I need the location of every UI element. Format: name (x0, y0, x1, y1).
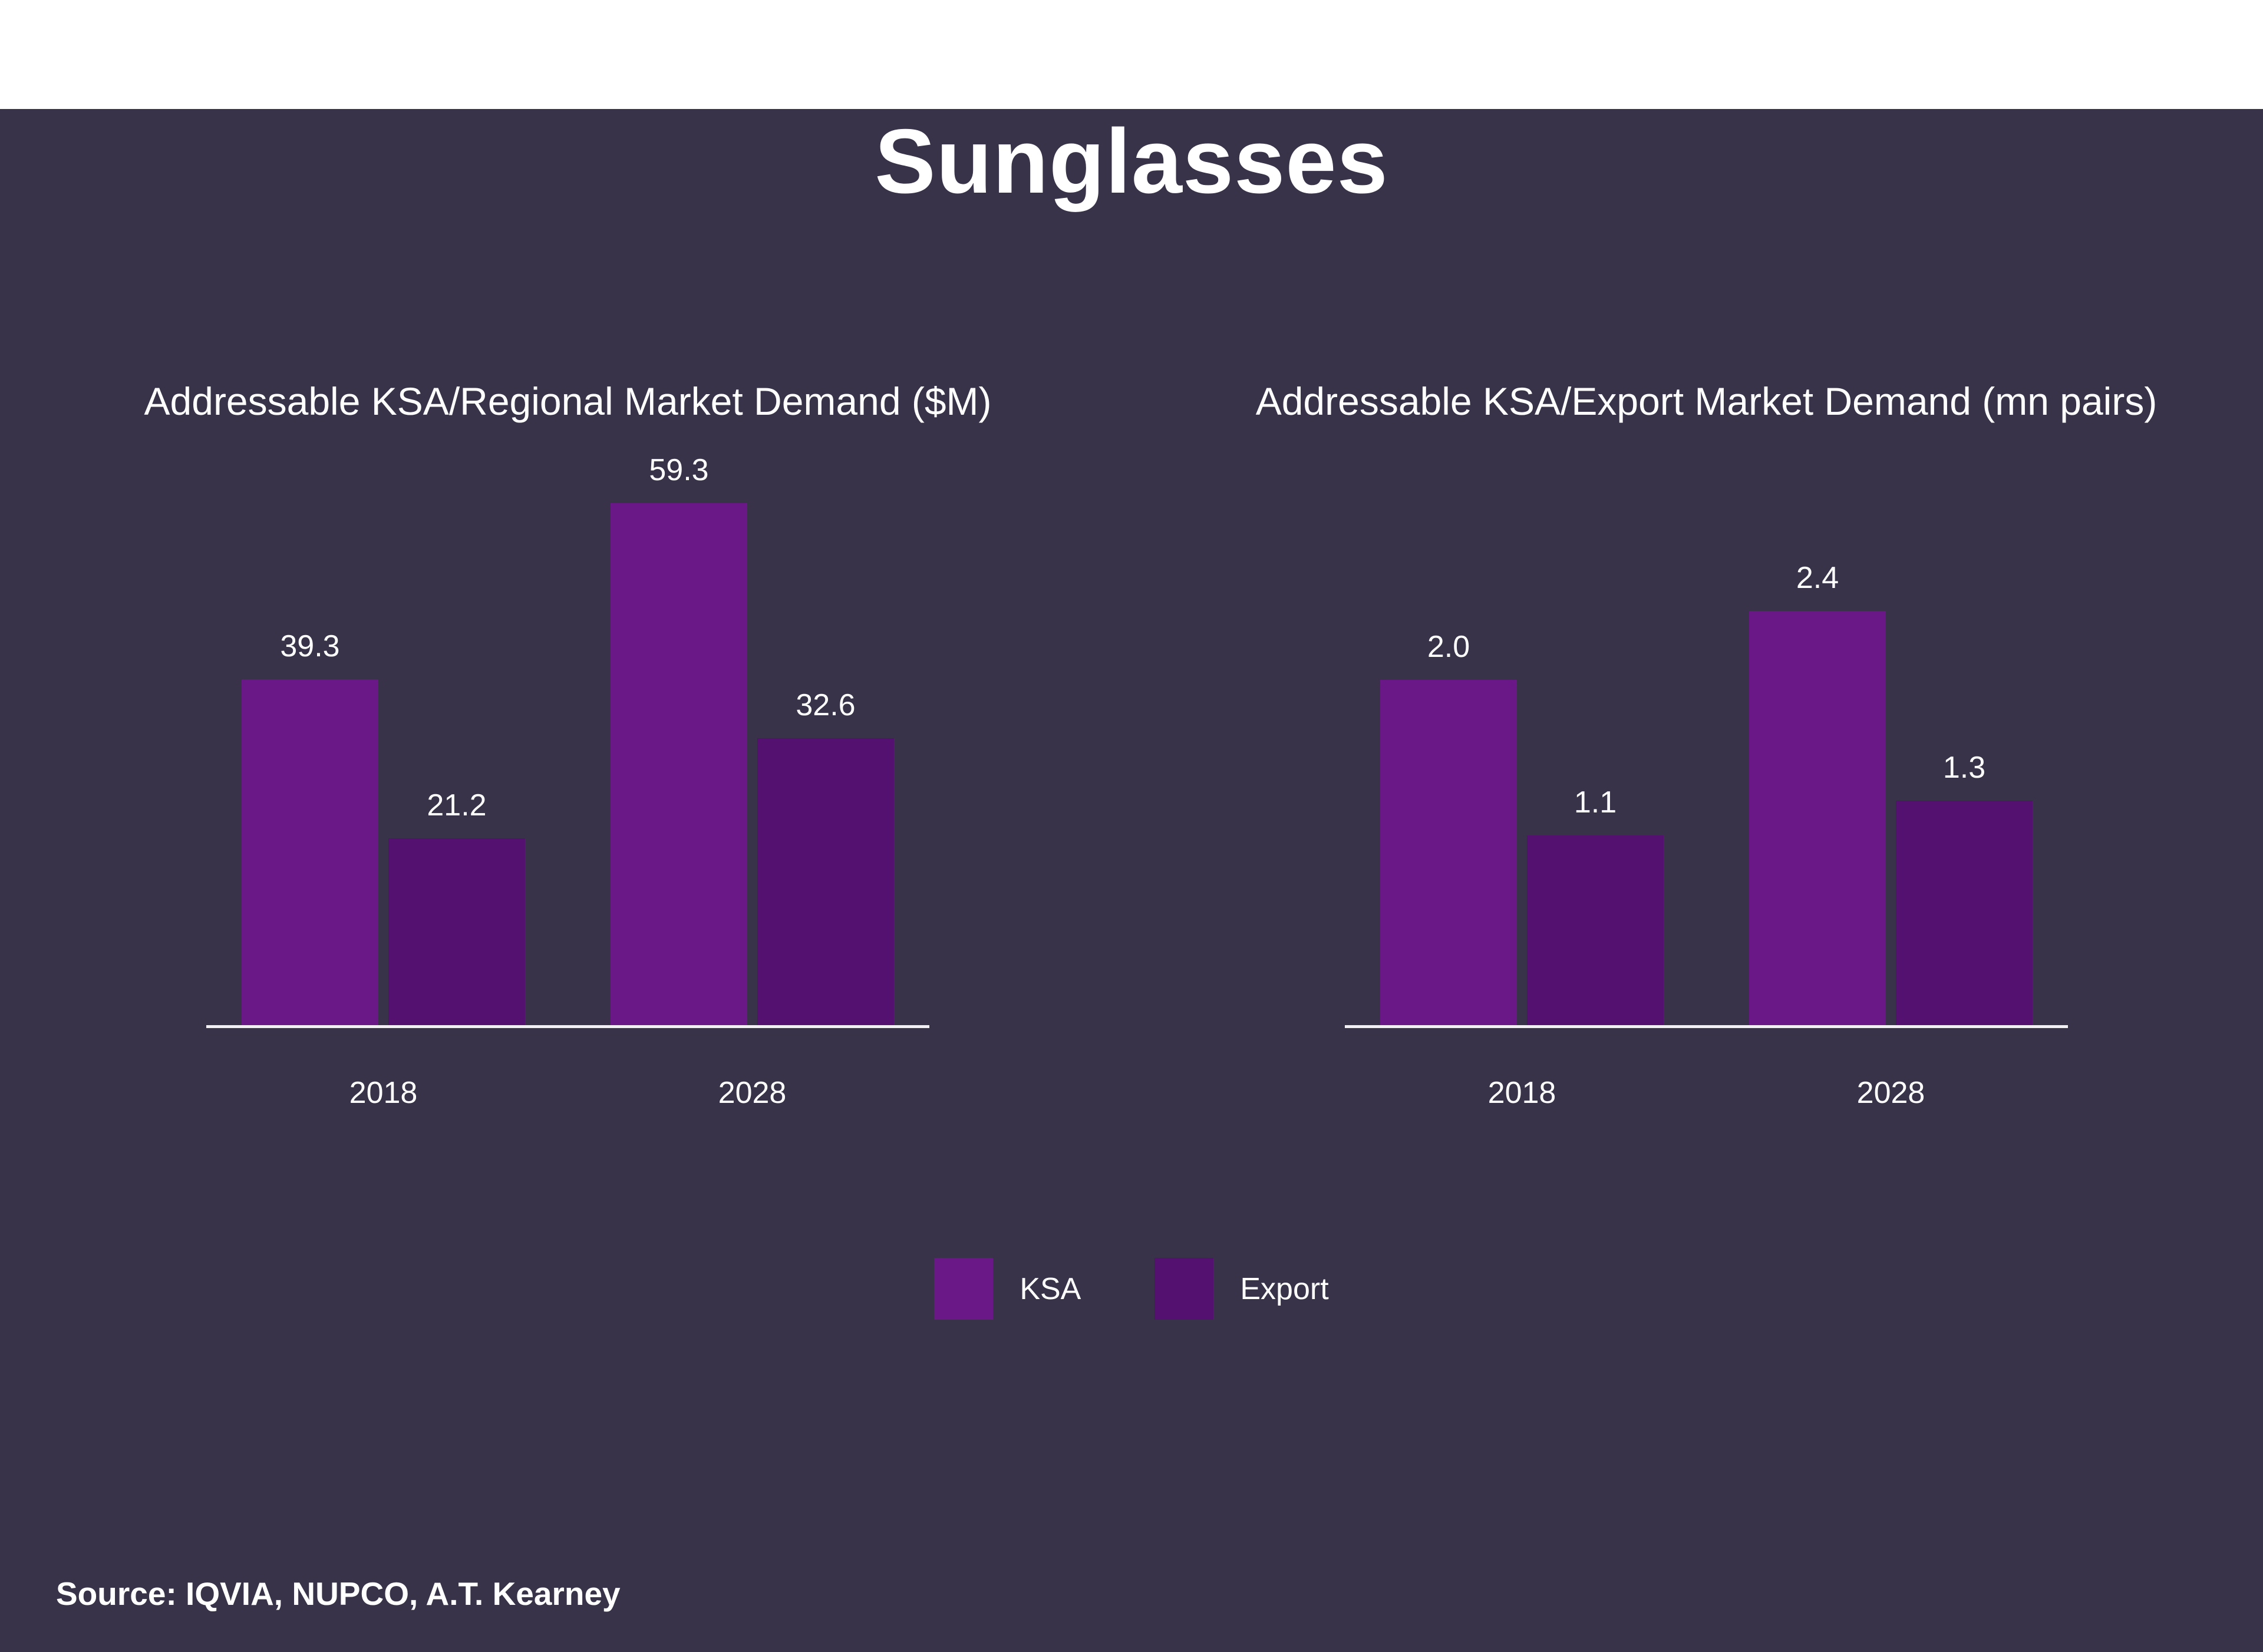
bar-value-label: 2.4 (1796, 561, 1839, 595)
legend-label-export: Export (1240, 1271, 1329, 1306)
bar-value-label: 59.3 (649, 453, 709, 487)
plot-area-regional: 39.3 21.2 59.3 32.6 (206, 421, 929, 1028)
bar-ksa-2028 (1749, 611, 1886, 1025)
page-title: Sunglasses (875, 110, 1388, 212)
bar-group-2028: 2.4 1.3 (1749, 561, 2033, 1025)
bar-column-export-2018: 21.2 (388, 789, 525, 1025)
chart-regional-market-demand: Addressable KSA/Regional Market Demand (… (144, 381, 992, 1111)
chart-title-regional: Addressable KSA/Regional Market Demand (… (144, 381, 992, 421)
bar-column-ksa-2018: 2.0 (1380, 630, 1517, 1025)
bar-export-2018 (1527, 835, 1664, 1025)
bar-value-label: 2.0 (1427, 630, 1470, 664)
bar-column-ksa-2028: 2.4 (1749, 561, 1886, 1025)
bar-ksa-2028 (611, 503, 747, 1025)
category-label-2028: 2028 (718, 1076, 787, 1110)
legend-item-ksa: KSA (934, 1258, 1081, 1320)
bar-export-2028 (757, 738, 894, 1025)
bar-column-export-2018: 1.1 (1527, 786, 1664, 1025)
legend-swatch-ksa (934, 1258, 994, 1320)
bar-column-export-2028: 32.6 (757, 689, 894, 1025)
chart-title-text: Addressable KSA/Export Market Demand (mn… (1255, 379, 2158, 423)
bar-ksa-2018 (1380, 680, 1517, 1025)
bar-column-export-2028: 1.3 (1896, 751, 2033, 1025)
source-note: Source: IQVIA, NUPCO, A.T. Kearney (56, 1575, 621, 1612)
legend-label-ksa: KSA (1020, 1271, 1081, 1306)
category-axis-export: 2018 2028 (1345, 1075, 2068, 1111)
bar-value-label: 1.3 (1942, 751, 1986, 785)
plot-area-export: 2.0 1.1 2.4 1.3 (1345, 421, 2068, 1028)
category-label-2018: 2018 (349, 1076, 418, 1110)
bar-export-2028 (1896, 801, 2033, 1025)
charts-row: Addressable KSA/Regional Market Demand (… (144, 381, 2263, 1111)
bar-column-ksa-2028: 59.3 (611, 454, 747, 1025)
legend-item-export: Export (1154, 1258, 1329, 1320)
chart-title-text: Addressable KSA/Regional Market Demand (… (144, 379, 992, 423)
chart-title-export: Addressable KSA/Export Market Demand (mn… (1256, 381, 2158, 421)
bar-ksa-2018 (242, 679, 378, 1025)
bar-value-label: 39.3 (280, 629, 340, 663)
bar-column-ksa-2018: 39.3 (242, 630, 378, 1025)
bar-export-2018 (388, 838, 525, 1025)
bar-group-2018: 2.0 1.1 (1380, 630, 1664, 1025)
bar-value-label: 1.1 (1573, 785, 1617, 820)
legend-swatch-export (1154, 1258, 1214, 1320)
category-label-2028: 2028 (1856, 1076, 1925, 1110)
bar-value-label: 32.6 (796, 688, 856, 722)
category-axis-regional: 2018 2028 (206, 1075, 929, 1111)
slide-canvas: Sunglasses Addressable KSA/Regional Mark… (0, 109, 2263, 1652)
bar-group-2028: 59.3 32.6 (611, 454, 894, 1025)
legend: KSA Export (0, 1258, 2263, 1320)
chart-export-market-demand: Addressable KSA/Export Market Demand (mn… (1256, 381, 2158, 1111)
bar-group-2018: 39.3 21.2 (242, 630, 525, 1025)
bar-value-label: 21.2 (427, 788, 487, 822)
category-label-2018: 2018 (1487, 1076, 1556, 1110)
